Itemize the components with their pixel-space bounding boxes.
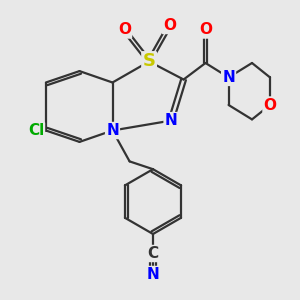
Text: O: O [118,22,131,38]
Text: N: N [165,113,177,128]
Text: N: N [222,70,235,85]
Text: N: N [106,123,119,138]
Text: O: O [263,98,277,112]
Text: O: O [199,22,212,38]
Text: O: O [163,18,176,33]
Text: N: N [147,267,159,282]
Text: C: C [147,246,159,261]
Text: Cl: Cl [28,123,44,138]
Text: S: S [142,52,156,70]
